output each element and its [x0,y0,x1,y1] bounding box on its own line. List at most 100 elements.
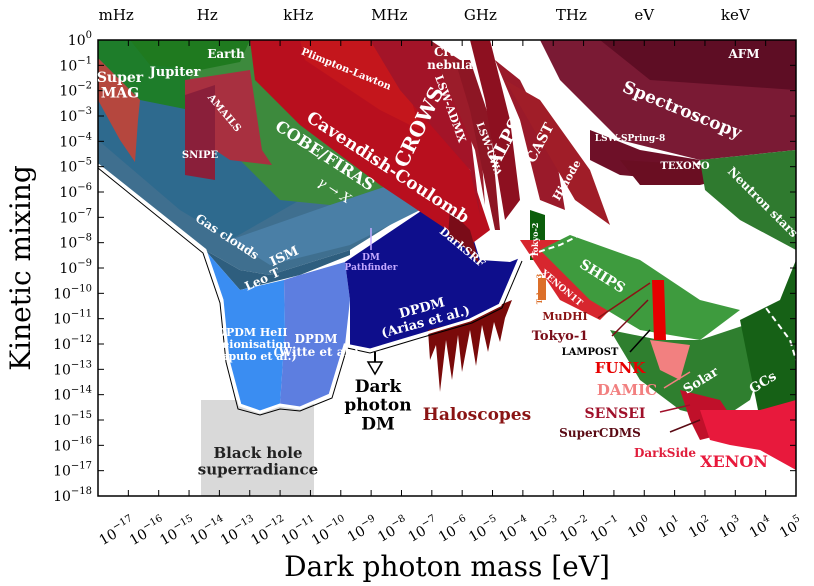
region-darksrf [448,210,480,265]
y-tick-label: 10−2 [59,81,92,100]
label-lampost: LAMPOST [562,347,619,358]
region-black-hole-superradiance [201,400,314,496]
dpdm-boundary-line [97,163,522,414]
x-tick-label: 105 [776,513,806,542]
region-alps [470,40,520,220]
dashed-boundary-line [519,228,797,361]
region-dpdm-witte [280,262,350,408]
region-supermag [98,58,140,162]
label-darkside: DarkSide [634,446,696,460]
top-axis-label: Hz [197,6,218,24]
label-dm-pathfinder: DM Pathfinder [345,253,398,273]
y-tick-label: 10−8 [59,233,92,252]
x-tick-label: 10−3 [526,513,564,546]
region-leo-t [205,250,350,290]
x-tick-label: 102 [684,513,714,542]
region-tokyo-3 [538,278,546,300]
region-xenon [700,400,796,470]
x-tick-label: 103 [715,513,745,542]
label-texono: TEXONO [660,161,709,172]
region-neutron-stars [700,150,796,250]
region-afm [600,40,796,90]
y-tick-label: 10−13 [53,359,92,378]
y-tick-label: 10−11 [53,309,92,328]
top-axis-label: kHz [283,6,313,24]
label-snipe: SNIPE [182,150,219,161]
label-sensei: SENSEI [585,406,646,422]
label-leader-line [611,299,649,337]
region-cavendish-coulomb [250,40,490,245]
x-tick-label: 10−4 [495,513,533,546]
x-tick-label: 10−9 [343,513,381,546]
y-tick-label: 10−4 [59,131,92,150]
x-tick-label: 10−2 [556,513,594,546]
label-leader-line [659,404,691,413]
y-tick-label: 10−9 [59,258,92,277]
top-axis-label: THz [556,6,587,24]
y-tick-label: 10−15 [53,410,92,429]
region-damic [650,340,690,380]
label-funk: FUNK [595,359,646,377]
label-afm: AFM [727,47,759,61]
region-solar [610,320,770,420]
top-axis-label: keV [721,6,751,24]
y-tick-label: 10−3 [59,106,92,125]
label-earth: Earth [207,47,245,61]
label-crab-nebula: Crab nebula [427,45,473,72]
label-black-hole-superradiance: Black hole superradiance [198,444,318,479]
dpdm-boundary-line-dark [97,167,523,416]
label-xenon: XENON [700,452,768,471]
label-dpdm-heii-reionisation: DPDM HeII Reionisation (Caputo et al.) [207,326,296,363]
x-tick-label: 10−8 [374,513,412,546]
region-ism [230,175,430,265]
y-tick-label: 10−12 [53,334,92,353]
y-tick-label: 10−18 [53,486,92,505]
label-supercdms: SuperCDMS [559,426,641,440]
label-damic: DAMIC [597,381,657,399]
region-funk [652,280,666,340]
x-tick-label: 101 [654,513,684,542]
y-tick-label: 100 [68,30,92,49]
label-tokyo-3: Tokyo-3 [535,274,544,305]
label-lsw-spring-8: LSW-SPring-8 [595,134,665,144]
label-leader-line [597,282,651,319]
y-tick-label: 10−16 [53,435,92,454]
label-supermag: Super MAG [97,70,144,101]
x-axis-title: Dark photon mass [eV] [284,550,610,583]
top-axis-label: MHz [371,6,407,24]
top-axis-label: mHz [99,6,134,24]
x-tick-label: 104 [745,513,775,542]
y-tick-label: 10−17 [53,461,92,480]
label-haloscopes: Haloscopes [423,405,531,425]
region-gcs [740,260,796,420]
y-tick-label: 10−10 [53,283,92,302]
region-lsw-uwa [455,60,500,230]
region-earth [130,40,250,70]
top-axis-label: eV [634,6,655,24]
label-jupiter: Jupiter [149,65,201,80]
region-hinode [505,80,610,225]
label-dpdm-witte: DPDM (Witte et al.) [273,332,359,359]
x-tick-label: 100 [624,513,654,542]
y-tick-label: 10−7 [59,207,92,226]
region-dpdm-heii [205,250,285,412]
y-tick-label: 10−6 [59,182,92,201]
label-dark-photon-dm: Dark photon DM [344,377,411,434]
y-axis-title: Kinetic mixing [4,165,37,371]
label-mudhi: MuDHI [542,310,587,323]
x-tick-label: 10−6 [434,513,472,546]
region-crows [370,40,480,215]
y-tick-label: 10−5 [59,157,92,176]
x-tick-label: 10−5 [465,513,503,546]
region-dpdm-arias [345,205,520,350]
label-leader-line [629,329,651,353]
axis-ticks: 10−17 10−16 10−15 10−14 10−13 10−12 10−11 10−10… [53,6,806,549]
y-tick-label: 10−14 [53,385,92,404]
region-ships [540,235,740,340]
label-leader-line [663,371,691,389]
label-leader-line [669,419,701,433]
top-axis-label: GHz [464,6,497,24]
region-haloscopes [428,300,512,392]
x-tick-label: 10−7 [404,513,442,546]
